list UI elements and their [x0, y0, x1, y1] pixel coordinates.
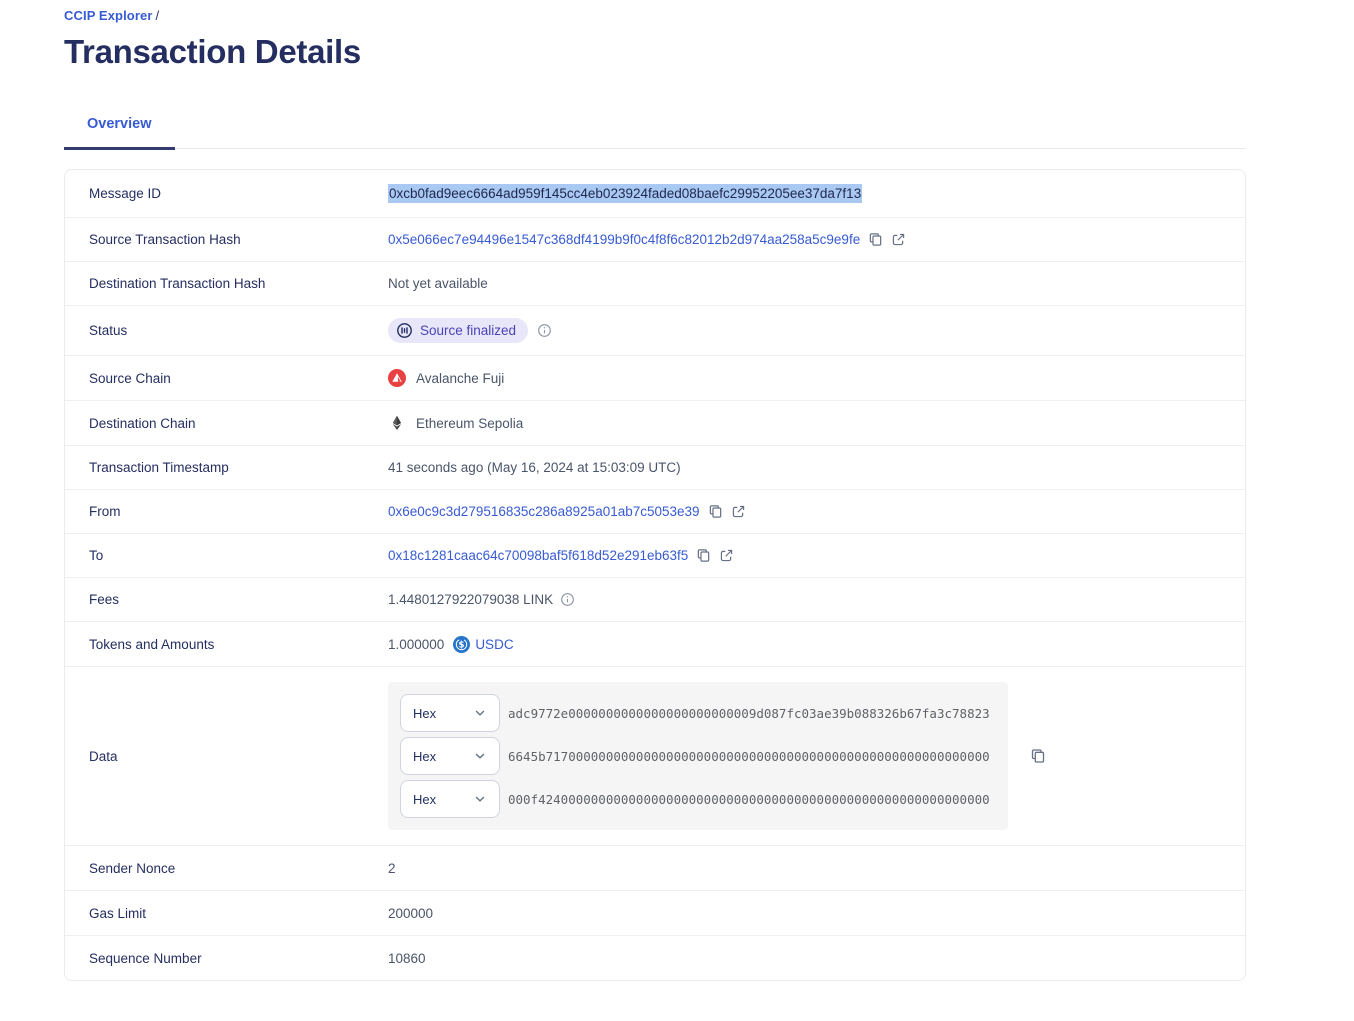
field-label: From [89, 504, 121, 519]
copy-icon[interactable] [696, 548, 711, 563]
to-address-link[interactable]: 0x18c1281caac64c70098baf5f618d52e291eb63… [388, 548, 689, 563]
source-tx-hash-link[interactable]: 0x5e066ec7e94496e1547c368df4199b9f0c4f8f… [388, 232, 861, 247]
usdc-icon: $ [453, 635, 471, 653]
row-sequence-number: Sequence Number 10860 [65, 935, 1245, 980]
data-hex-line: 000f424000000000000000000000000000000000… [508, 791, 990, 807]
row-source-tx-hash: Source Transaction Hash 0x5e066ec7e94496… [65, 217, 1245, 261]
finality-progress-icon [396, 322, 413, 339]
page-title: Transaction Details [64, 33, 361, 70]
tab-overview[interactable]: Overview [64, 108, 175, 150]
external-link-icon[interactable] [719, 548, 734, 563]
row-destination-chain: Destination Chain Ethereum Sepolia [65, 400, 1245, 445]
breadcrumb: CCIP Explorer / [64, 8, 1246, 23]
destination-tx-hash-value: Not yet available [388, 276, 488, 291]
ethereum-icon [388, 414, 406, 432]
chevron-down-icon [473, 749, 487, 763]
transaction-details-card: Message ID 0xcb0fad9eec6664ad959f145cc4e… [64, 169, 1246, 981]
field-label: Message ID [89, 186, 162, 201]
data-line: Hex 6645b7170000000000000000000000000000… [400, 737, 996, 775]
info-icon[interactable] [537, 323, 552, 338]
row-from: From 0x6e0c9c3d279516835c286a8925a01ab7c… [65, 489, 1245, 533]
tab-bar: Overview [64, 108, 1246, 150]
row-status: Status Source finalized [65, 305, 1245, 355]
status-badge-label: Source finalized [420, 323, 517, 338]
chevron-down-icon [473, 792, 487, 806]
field-label: Destination Chain [89, 415, 196, 431]
copy-icon[interactable] [1030, 748, 1046, 764]
gas-limit-value: 200000 [388, 905, 434, 921]
data-format-select[interactable]: Hex [400, 737, 500, 775]
field-label: Sender Nonce [89, 860, 176, 876]
row-transaction-timestamp: Transaction Timestamp 41 seconds ago (Ma… [65, 445, 1245, 489]
row-gas-limit: Gas Limit 200000 [65, 890, 1245, 935]
row-source-chain: Source Chain Avalanche Fuji [65, 355, 1245, 400]
row-tokens-and-amounts: Tokens and Amounts 1.000000 $ USDC [65, 621, 1245, 666]
field-label: Source Transaction Hash [89, 232, 241, 247]
row-data: Data Hex adc9772e00000000000000000000000… [65, 666, 1245, 845]
data-format-select[interactable]: Hex [400, 694, 500, 732]
row-message-id: Message ID 0xcb0fad9eec6664ad959f145cc4e… [65, 170, 1245, 217]
row-fees: Fees 1.4480127922079038 LINK [65, 577, 1245, 621]
source-chain-name: Avalanche Fuji [416, 370, 505, 386]
field-label: Status [89, 323, 128, 338]
status-badge: Source finalized [388, 318, 529, 343]
field-label: Destination Transaction Hash [89, 276, 266, 291]
fees-value: 1.4480127922079038 LINK [388, 592, 554, 607]
avalanche-icon [388, 369, 406, 387]
transaction-timestamp-value: 41 seconds ago (May 16, 2024 at 15:03:09… [388, 460, 681, 475]
chevron-down-icon [473, 706, 487, 720]
message-id-value: 0xcb0fad9eec6664ad959f145cc4eb023924fade… [388, 184, 863, 203]
field-label: Tokens and Amounts [89, 636, 215, 652]
destination-chain-name: Ethereum Sepolia [416, 415, 524, 431]
data-format-value: Hex [413, 791, 437, 807]
data-format-value: Hex [413, 748, 437, 764]
data-hex-line: adc9772e0000000000000000000000009d087fc0… [508, 705, 990, 721]
info-icon[interactable] [560, 592, 575, 607]
sequence-number-value: 10860 [388, 950, 426, 966]
row-to: To 0x18c1281caac64c70098baf5f618d52e291e… [65, 533, 1245, 577]
field-label: Sequence Number [89, 950, 202, 966]
from-address-link[interactable]: 0x6e0c9c3d279516835c286a8925a01ab7c5053e… [388, 504, 700, 519]
svg-text:$: $ [459, 640, 465, 650]
data-format-select[interactable]: Hex [400, 780, 500, 818]
data-hex-box: Hex adc9772e0000000000000000000000009d08… [388, 682, 1008, 830]
row-sender-nonce: Sender Nonce 2 [65, 845, 1245, 890]
field-label: Source Chain [89, 370, 171, 386]
data-hex-line: 6645b71700000000000000000000000000000000… [508, 748, 990, 764]
field-label: To [89, 548, 104, 563]
field-label: Gas Limit [89, 905, 147, 921]
breadcrumb-separator: / [155, 8, 160, 23]
field-label: Transaction Timestamp [89, 460, 229, 475]
external-link-icon[interactable] [891, 232, 906, 247]
data-format-value: Hex [413, 705, 437, 721]
token-symbol-link[interactable]: USDC [475, 636, 514, 652]
breadcrumb-link-ccip-explorer[interactable]: CCIP Explorer [64, 8, 153, 23]
field-label: Data [89, 748, 118, 764]
data-line: Hex adc9772e0000000000000000000000009d08… [400, 694, 996, 732]
sender-nonce-value: 2 [388, 860, 396, 876]
copy-icon[interactable] [868, 232, 883, 247]
external-link-icon[interactable] [731, 504, 746, 519]
field-label: Fees [89, 592, 120, 607]
token-amount: 1.000000 [388, 636, 445, 652]
data-line: Hex 000f42400000000000000000000000000000… [400, 780, 996, 818]
copy-icon[interactable] [708, 504, 723, 519]
row-destination-tx-hash: Destination Transaction Hash Not yet ava… [65, 261, 1245, 305]
